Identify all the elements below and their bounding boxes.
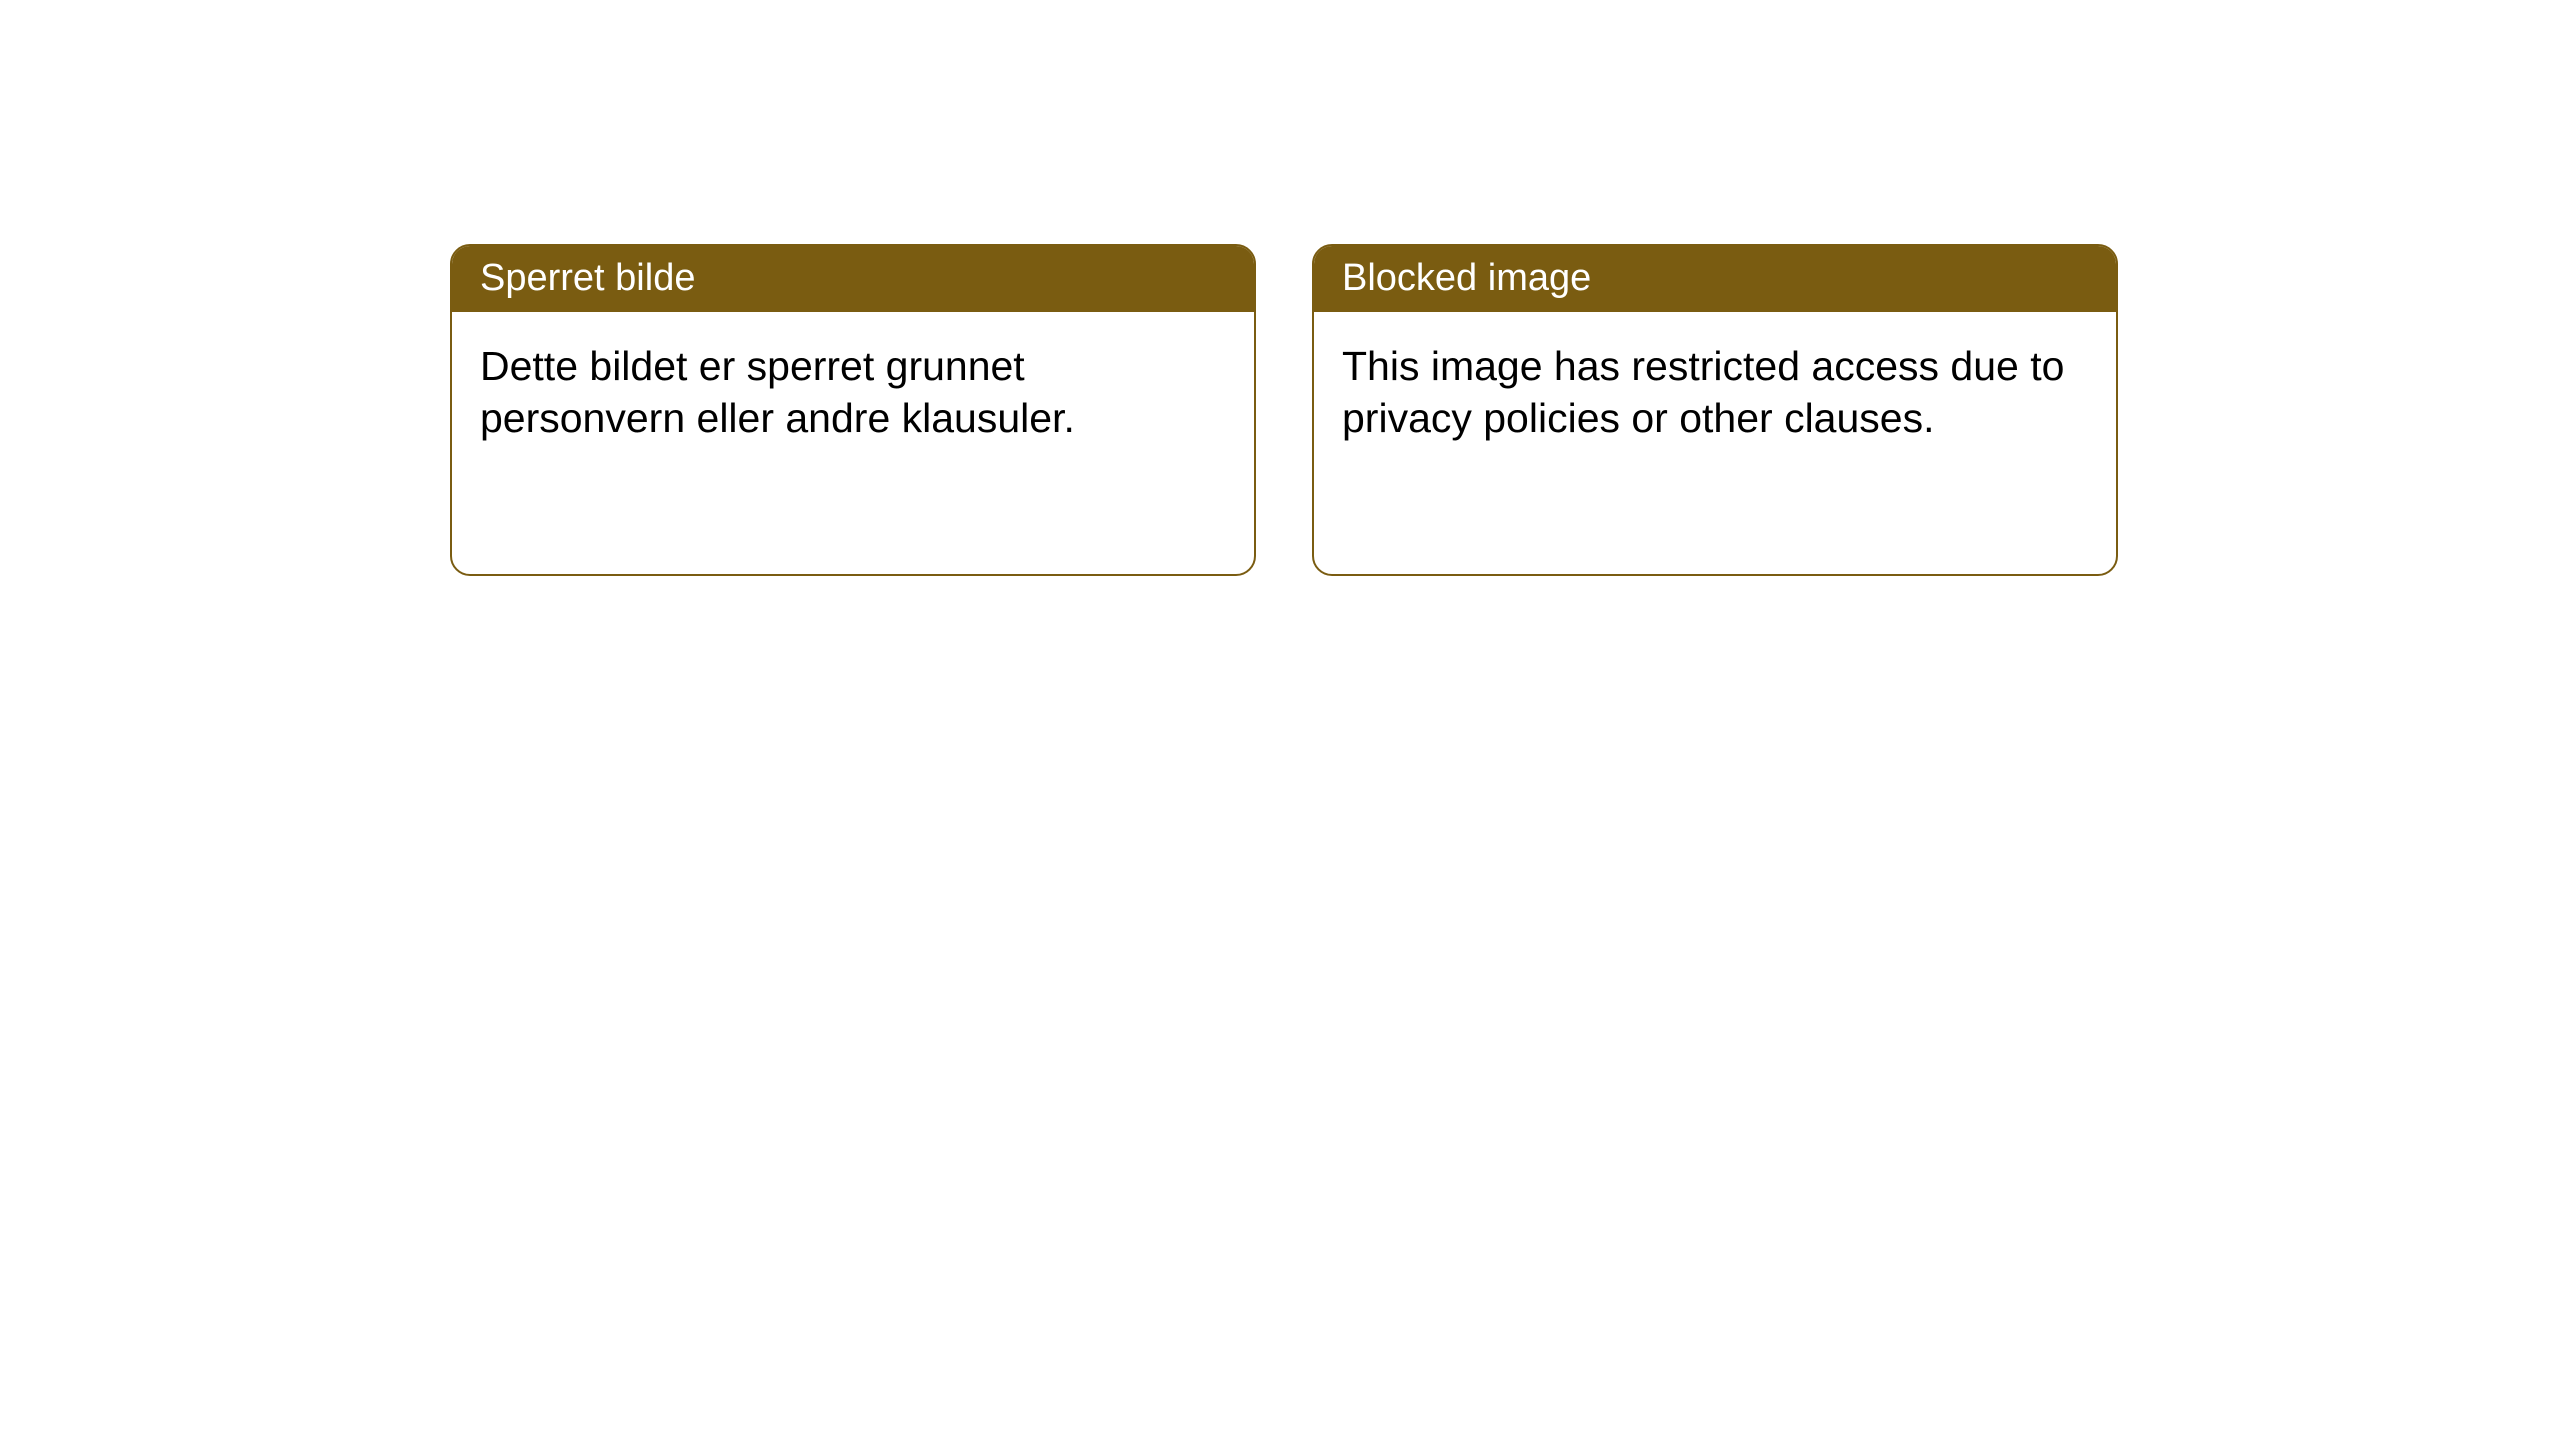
notice-title-norwegian: Sperret bilde — [480, 257, 695, 299]
notice-title-english: Blocked image — [1342, 257, 1591, 299]
notice-card-english: Blocked image This image has restricted … — [1312, 244, 2118, 576]
notice-container: Sperret bilde Dette bildet er sperret gr… — [450, 244, 2118, 576]
notice-text-english: This image has restricted access due to … — [1342, 343, 2064, 441]
notice-header-english: Blocked image — [1314, 246, 2116, 312]
notice-header-norwegian: Sperret bilde — [452, 246, 1254, 312]
notice-card-norwegian: Sperret bilde Dette bildet er sperret gr… — [450, 244, 1256, 576]
notice-body-english: This image has restricted access due to … — [1314, 312, 2116, 473]
notice-text-norwegian: Dette bildet er sperret grunnet personve… — [480, 343, 1075, 441]
notice-body-norwegian: Dette bildet er sperret grunnet personve… — [452, 312, 1254, 473]
